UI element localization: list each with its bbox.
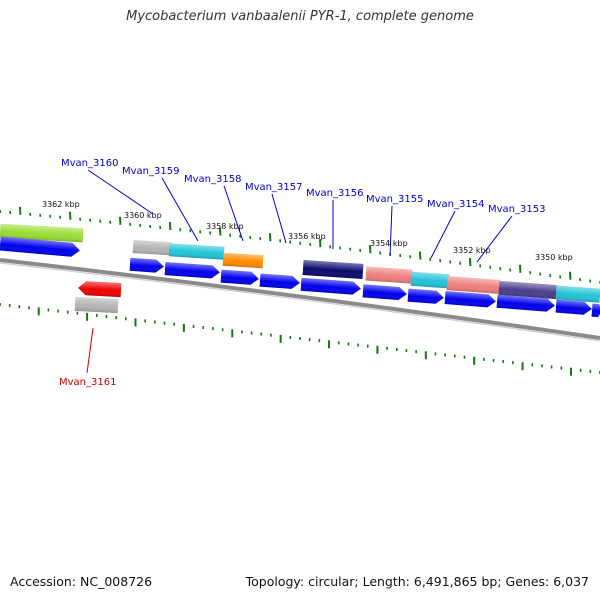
gene-leader-line bbox=[389, 205, 393, 257]
gene-label-mvan-3155[interactable]: Mvan_3155 bbox=[366, 194, 423, 205]
ruler-inner bbox=[0, 303, 600, 376]
feature-orange bbox=[222, 252, 264, 269]
gene-label-mvan-3158[interactable]: Mvan_3158 bbox=[184, 174, 241, 185]
genome-summary: Topology: circular; Length: 6,491,865 bp… bbox=[245, 574, 589, 589]
feature-lime bbox=[0, 223, 84, 243]
ruler-ticks bbox=[0, 206, 600, 285]
feature-navy bbox=[302, 260, 364, 279]
gene-arrow-mvan-3161[interactable] bbox=[78, 281, 122, 298]
feature-track bbox=[0, 223, 600, 314]
gene-label-mvan-3157[interactable]: Mvan_3157 bbox=[245, 182, 302, 193]
ruler-label: 3354 kbp bbox=[370, 239, 408, 248]
gene-labels: Mvan_3160 Mvan_3159 Mvan_3158 Mvan_3157 Mvan… bbox=[59, 158, 545, 388]
gene-label-mvan-3160[interactable]: Mvan_3160 bbox=[61, 158, 118, 169]
gene-arrow-partial[interactable] bbox=[0, 236, 80, 258]
feature-gray-1 bbox=[132, 239, 172, 256]
feature-cyan-1 bbox=[168, 243, 225, 260]
accession-label: Accession: NC_008726 bbox=[10, 574, 153, 589]
ruler-labels: 3362 kbp 3360 kbp 3358 kbp 3356 kbp 3354 kbp… bbox=[42, 200, 573, 262]
gene-arrow[interactable] bbox=[164, 262, 221, 279]
gene-leader-line bbox=[476, 215, 513, 263]
gene-leader-line bbox=[223, 185, 244, 242]
gene-arrow[interactable] bbox=[555, 299, 593, 316]
gene-arrow[interactable] bbox=[259, 273, 301, 290]
ruler-label: 3360 kbp bbox=[124, 211, 162, 220]
gene-label-mvan-3161[interactable]: Mvan_3161 bbox=[59, 377, 116, 388]
ruler-label: 3350 kbp bbox=[535, 253, 573, 262]
feature-salmon-2 bbox=[446, 276, 501, 294]
feature-salmon-1 bbox=[365, 266, 413, 284]
gene-arrow[interactable] bbox=[129, 257, 165, 273]
gene-leader-line bbox=[87, 169, 154, 215]
gene-arrow[interactable] bbox=[407, 288, 445, 305]
genome-backbone bbox=[0, 258, 600, 342]
gene-arrow[interactable] bbox=[444, 291, 497, 308]
gene-leader-line bbox=[86, 327, 94, 374]
ruler-label: 3352 kbp bbox=[453, 246, 491, 255]
gene-arrow[interactable] bbox=[496, 294, 556, 313]
ruler-label: 3358 kbp bbox=[206, 222, 244, 231]
gene-leader-line bbox=[161, 177, 199, 242]
forward-gene-track bbox=[0, 236, 600, 318]
gene-arrow[interactable] bbox=[362, 284, 408, 301]
ruler-label: 3356 kbp bbox=[288, 232, 326, 241]
gene-label-mvan-3159[interactable]: Mvan_3159 bbox=[122, 166, 179, 177]
label-leaders bbox=[86, 169, 513, 374]
gene-label-mvan-3156[interactable]: Mvan_3156 bbox=[306, 188, 363, 199]
gene-leader-line bbox=[271, 193, 287, 244]
gene-arrow[interactable] bbox=[220, 269, 260, 286]
genome-title: Mycobacterium vanbaalenii PYR-1, complet… bbox=[126, 9, 474, 24]
gene-label-mvan-3153[interactable]: Mvan_3153 bbox=[488, 204, 545, 215]
gene-leader-line bbox=[430, 210, 456, 259]
feature-gray-2 bbox=[74, 296, 119, 314]
feature-purple bbox=[498, 280, 558, 300]
gene-arrow[interactable] bbox=[300, 277, 362, 295]
gene-label-mvan-3154[interactable]: Mvan_3154 bbox=[427, 199, 484, 210]
gene-arrow-partial[interactable] bbox=[591, 303, 600, 318]
feature-cyan-2 bbox=[410, 271, 450, 289]
ruler-label: 3362 kbp bbox=[42, 200, 80, 209]
feature-cyan-3 bbox=[555, 285, 600, 303]
